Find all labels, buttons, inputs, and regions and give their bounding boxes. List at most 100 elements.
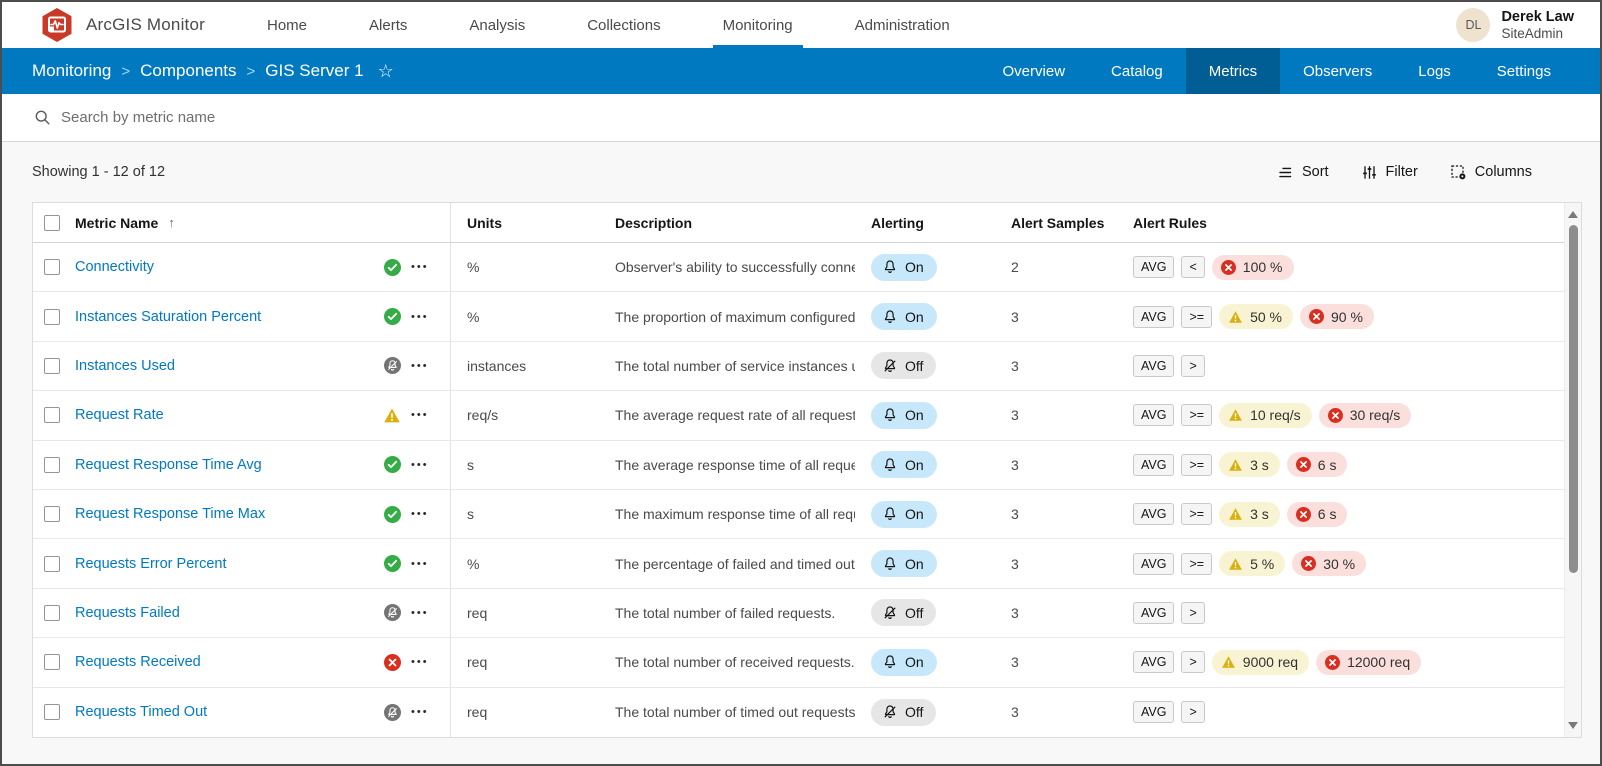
description-cell: The percentage of failed and timed out .… [615, 555, 855, 572]
row-checkbox[interactable] [44, 654, 60, 671]
metric-name-link[interactable]: Connectivity [75, 259, 154, 276]
row-actions-menu[interactable]: ••• [411, 557, 429, 570]
filter-button[interactable]: Filter [1361, 164, 1418, 181]
check-circle-icon [383, 258, 401, 276]
search-input[interactable] [61, 109, 581, 126]
favorite-star-icon[interactable]: ☆ [377, 60, 394, 81]
metric-name-link[interactable]: Requests Received [75, 654, 201, 671]
alerting-state-label: On [905, 555, 924, 572]
alerting-toggle[interactable]: On [871, 451, 937, 479]
alert-rules-cell: AVG > [1117, 601, 1564, 624]
row-actions-menu[interactable]: ••• [411, 261, 429, 274]
select-all-checkbox[interactable] [44, 214, 60, 231]
critical-threshold-pill: 6 s [1286, 501, 1348, 527]
breadcrumb-item[interactable]: Monitoring [32, 61, 112, 80]
row-actions-menu[interactable]: ••• [411, 458, 429, 471]
tab-catalog[interactable]: Catalog [1111, 62, 1163, 80]
alerting-state-label: On [905, 456, 924, 473]
alerting-state-label: Off [905, 357, 924, 374]
alerting-toggle[interactable]: On [871, 648, 937, 676]
row-actions-menu[interactable]: ••• [411, 606, 429, 619]
table-row: Request Response Time Avg ••• s The aver… [33, 440, 1564, 490]
alerting-toggle[interactable]: Off [871, 599, 937, 627]
critical-threshold-pill: 30 req/s [1318, 402, 1412, 428]
bell-slash-icon [882, 704, 898, 720]
metric-name-link[interactable]: Instances Used [75, 357, 175, 374]
row-checkbox[interactable] [44, 555, 60, 572]
table-header-row: Metric Name ↑ Units Description Alerting… [33, 203, 1564, 243]
tab-metrics[interactable]: Metrics [1185, 48, 1281, 94]
row-actions-menu[interactable]: ••• [411, 706, 429, 719]
row-actions-menu[interactable]: ••• [411, 310, 429, 323]
alerting-toggle[interactable]: On [871, 500, 937, 528]
nav-item-home[interactable]: Home [267, 16, 308, 34]
primary-nav: Home Alerts Analysis Collections Monitoring A… [257, 2, 1002, 48]
alerting-toggle[interactable]: On [871, 253, 937, 281]
metric-name-link[interactable]: Requests Timed Out [75, 704, 208, 721]
top-bar: ArcGIS Monitor Home Alerts Analysis Collect… [2, 2, 1600, 48]
units-cell: s [467, 456, 474, 473]
row-checkbox[interactable] [44, 308, 60, 325]
operator-chip: >= [1181, 453, 1213, 476]
nav-item-analysis[interactable]: Analysis [469, 16, 526, 34]
row-checkbox[interactable] [44, 357, 60, 374]
x-circle-icon [1295, 457, 1311, 473]
description-cell: The total number of failed requests. [615, 604, 836, 621]
row-checkbox[interactable] [44, 259, 60, 276]
x-circle-icon [1301, 556, 1317, 572]
tab-logs[interactable]: Logs [1418, 62, 1451, 80]
scrollbar-thumb[interactable] [1568, 225, 1578, 573]
nav-item-monitoring[interactable]: Monitoring [712, 2, 803, 48]
alerting-toggle[interactable]: Off [871, 352, 937, 380]
vertical-scrollbar[interactable] [1564, 203, 1581, 737]
avatar[interactable]: DL [1456, 8, 1491, 42]
bell-icon [882, 407, 898, 423]
x-circle-icon [1309, 309, 1325, 325]
sort-button[interactable]: Sort [1277, 164, 1329, 181]
alerting-toggle[interactable]: On [871, 550, 937, 578]
units-cell: instances [467, 357, 527, 374]
table-row: Requests Error Percent ••• % The percent… [33, 539, 1564, 589]
metric-name-link[interactable]: Request Rate [75, 407, 164, 424]
metric-name-link[interactable]: Instances Saturation Percent [75, 308, 262, 325]
bell-icon [882, 654, 898, 670]
metric-name-link[interactable]: Request Response Time Max [75, 506, 266, 523]
user-menu[interactable]: DL Derek Law SiteAdmin [1456, 2, 1600, 48]
row-actions-menu[interactable]: ••• [411, 409, 429, 422]
breadcrumb-item[interactable]: Components [140, 61, 237, 80]
description-cell: The total number of service instances us… [615, 357, 855, 374]
nav-item-alerts[interactable]: Alerts [369, 16, 408, 34]
metric-name-link[interactable]: Requests Failed [75, 604, 180, 621]
nav-item-administration[interactable]: Administration [854, 16, 950, 34]
column-header-alert-rules: Alert Rules [1133, 214, 1207, 231]
row-checkbox[interactable] [44, 704, 60, 721]
scroll-down-arrow-icon[interactable] [1568, 721, 1578, 729]
breadcrumb-separator: > [246, 62, 256, 80]
units-cell: req [467, 604, 488, 621]
alerting-toggle[interactable]: Off [871, 698, 937, 726]
column-header-metric-name[interactable]: Metric Name ↑ [75, 203, 451, 242]
breadcrumb-item[interactable]: GIS Server 1 [265, 61, 364, 80]
row-checkbox[interactable] [44, 407, 60, 424]
row-actions-menu[interactable]: ••• [411, 508, 429, 521]
alert-rules-cell: AVG >= 10 req/s 30 req/s [1117, 402, 1564, 428]
nav-item-collections[interactable]: Collections [587, 16, 661, 34]
tab-overview[interactable]: Overview [1002, 62, 1066, 80]
tab-observers[interactable]: Observers [1303, 62, 1373, 80]
alerting-toggle[interactable]: On [871, 303, 937, 331]
metric-name-link[interactable]: Request Response Time Avg [75, 456, 262, 473]
row-actions-menu[interactable]: ••• [411, 359, 429, 372]
scroll-up-arrow-icon[interactable] [1568, 211, 1578, 218]
alerting-toggle[interactable]: On [871, 401, 937, 429]
alerting-state-label: On [905, 308, 924, 325]
tab-settings[interactable]: Settings [1496, 62, 1551, 80]
columns-button[interactable]: Columns [1450, 164, 1532, 181]
table-row: Instances Saturation Percent ••• % The p… [33, 292, 1564, 342]
result-count: Showing 1 - 12 of 12 [32, 164, 166, 180]
metric-name-link[interactable]: Requests Error Percent [75, 555, 227, 572]
row-checkbox[interactable] [44, 456, 60, 473]
row-checkbox[interactable] [44, 506, 60, 523]
row-checkbox[interactable] [44, 604, 60, 621]
filter-icon [1361, 164, 1378, 181]
row-actions-menu[interactable]: ••• [411, 656, 429, 669]
